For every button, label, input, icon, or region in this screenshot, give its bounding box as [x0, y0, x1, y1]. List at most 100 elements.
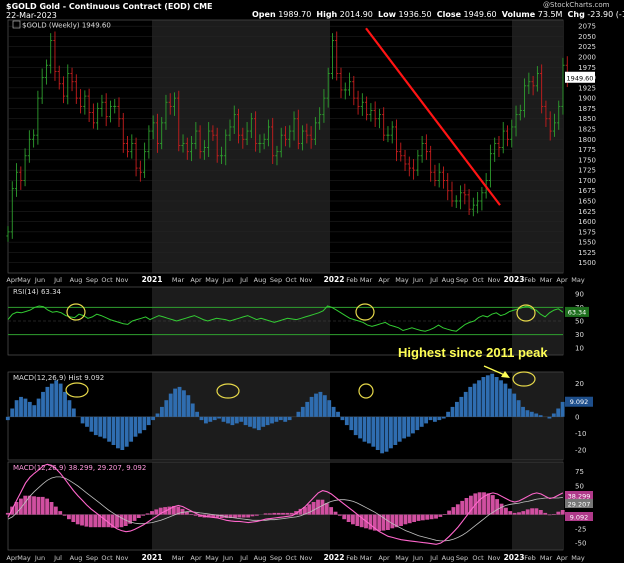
hist-bar: [89, 416, 94, 432]
hist-bar: [411, 416, 415, 434]
macd-last-value-box-3: [565, 512, 593, 521]
x-tick-label-top: Aug: [70, 276, 83, 284]
hist-bar: [441, 416, 446, 419]
ohlc-readout: Open 1989.70 High 2014.90 Low 1936.50 Cl…: [252, 10, 624, 19]
hist-bar: [230, 416, 235, 426]
x-tick-label-top: May: [17, 276, 31, 284]
macd-hist-bar: [171, 506, 176, 515]
macd-hist-bar: [333, 511, 338, 515]
x-tick-label-top: May: [571, 276, 585, 284]
macd-hist-bar: [434, 514, 438, 519]
x-tick-label-bottom: Apr: [6, 554, 18, 562]
price-tick-label: 2050: [578, 33, 596, 41]
hist-bar: [371, 416, 376, 447]
x-tick-label-bottom: 2022: [324, 553, 345, 562]
hist-bar: [283, 416, 288, 422]
price-legend-swatch: [12, 20, 21, 29]
hist-tick-label: 0: [575, 413, 579, 421]
macd-hist-bar: [93, 514, 98, 528]
macd-hist-bar: [351, 514, 355, 525]
hist-bar: [10, 408, 15, 417]
macd-hist-bar: [110, 514, 115, 528]
rsi-tick-label: 90: [575, 290, 584, 298]
hist-bar: [344, 416, 349, 426]
x-tick-label-top: Aug: [254, 276, 267, 284]
x-tick-label-top: Apr: [6, 276, 18, 284]
macd-hist-bar: [390, 514, 395, 529]
price-tick-label: 1850: [578, 115, 596, 123]
hist-bar: [389, 416, 393, 449]
x-tick-label-bottom: Oct: [285, 554, 297, 562]
hist-bar: [32, 405, 37, 417]
x-tick-label-bottom: Oct: [101, 554, 113, 562]
macd-hist-bar: [128, 514, 133, 524]
x-tick-label-top: Feb: [524, 276, 536, 284]
hist-bar: [300, 406, 305, 417]
macd-last-value-2: 29.207: [568, 501, 591, 509]
macd-signal-line: [7, 476, 563, 542]
macd-hist-bar: [543, 512, 548, 515]
macd-hist-bar: [211, 514, 216, 518]
x-tick-label-top: Oct: [285, 276, 297, 284]
hist-peak-circle-1: [65, 382, 89, 398]
hist-bar: [199, 416, 204, 421]
macd-hist-bar: [80, 514, 84, 526]
x-tick-label-top: Apr: [190, 276, 202, 284]
hist-bar: [120, 416, 125, 450]
x-tick-label-top: Sep: [86, 276, 98, 284]
x-tick-label-top: Nov: [116, 276, 129, 284]
macd-hist-bar: [386, 514, 390, 530]
macd-hist-bar: [311, 502, 316, 515]
x-tick-label-top: Jun: [412, 276, 423, 284]
x-tick-label-bottom: Sep: [456, 554, 468, 562]
x-tick-label-bottom: Jun: [222, 554, 233, 562]
macd-hist-bar: [58, 511, 63, 515]
hist-bar: [384, 416, 389, 452]
hist-bar: [278, 416, 283, 421]
price-tick-label: 2025: [578, 43, 596, 51]
macd-hist-bar: [346, 514, 351, 522]
hist-bar: [190, 403, 195, 417]
macd-hist-bar: [525, 509, 530, 515]
price-tick-label: 1725: [578, 167, 596, 175]
hist-bar: [54, 380, 59, 417]
macd-hist-bar: [176, 506, 181, 515]
price-tick-label: 2000: [578, 54, 596, 62]
hist-bar: [239, 416, 244, 422]
price-last-value-box: [565, 71, 595, 83]
x-tick-label-bottom: Nov: [116, 554, 129, 562]
macd-hist-bar: [106, 514, 111, 528]
year-band-0-0: [152, 20, 330, 273]
macd-hist-bar: [337, 514, 342, 516]
macd-last-value-box-1: [565, 491, 593, 500]
price-tick-label: 1600: [578, 218, 596, 226]
rsi-last-value-box: [565, 306, 589, 317]
x-tick-label-top: 2022: [324, 275, 345, 284]
macd-hist-bar: [289, 512, 294, 515]
hist-bar: [362, 416, 367, 442]
hist-bar: [402, 416, 407, 439]
macd-hist-bar: [552, 514, 556, 515]
macd-hist-bar: [460, 500, 465, 515]
macd-hist-bar: [189, 514, 194, 515]
macd-hist-bar: [438, 514, 443, 517]
x-tick-label-top: Jul: [429, 276, 438, 284]
macd-hist-bar: [517, 512, 521, 515]
macd-hist-bar: [381, 514, 386, 531]
macd-hist-bar: [294, 511, 299, 515]
hist-bar: [419, 416, 424, 427]
macd-hist-bar: [32, 496, 36, 515]
macd-hist-bar: [538, 510, 543, 515]
rsi-tick-label: 30: [575, 331, 584, 339]
hist-bar: [393, 416, 398, 445]
macd-hist-bar: [560, 510, 565, 515]
hist-bar: [221, 416, 226, 422]
hist-bar: [507, 388, 512, 417]
price-tick-label: 1575: [578, 228, 596, 236]
macd-hist-bar: [88, 514, 93, 528]
macd-hist-bar: [145, 513, 150, 515]
x-tick-label-bottom: Jul: [53, 554, 62, 562]
hist-bar: [560, 401, 565, 417]
hist-last-value: 9.092: [570, 398, 589, 406]
macd-hist-bar: [193, 514, 198, 516]
